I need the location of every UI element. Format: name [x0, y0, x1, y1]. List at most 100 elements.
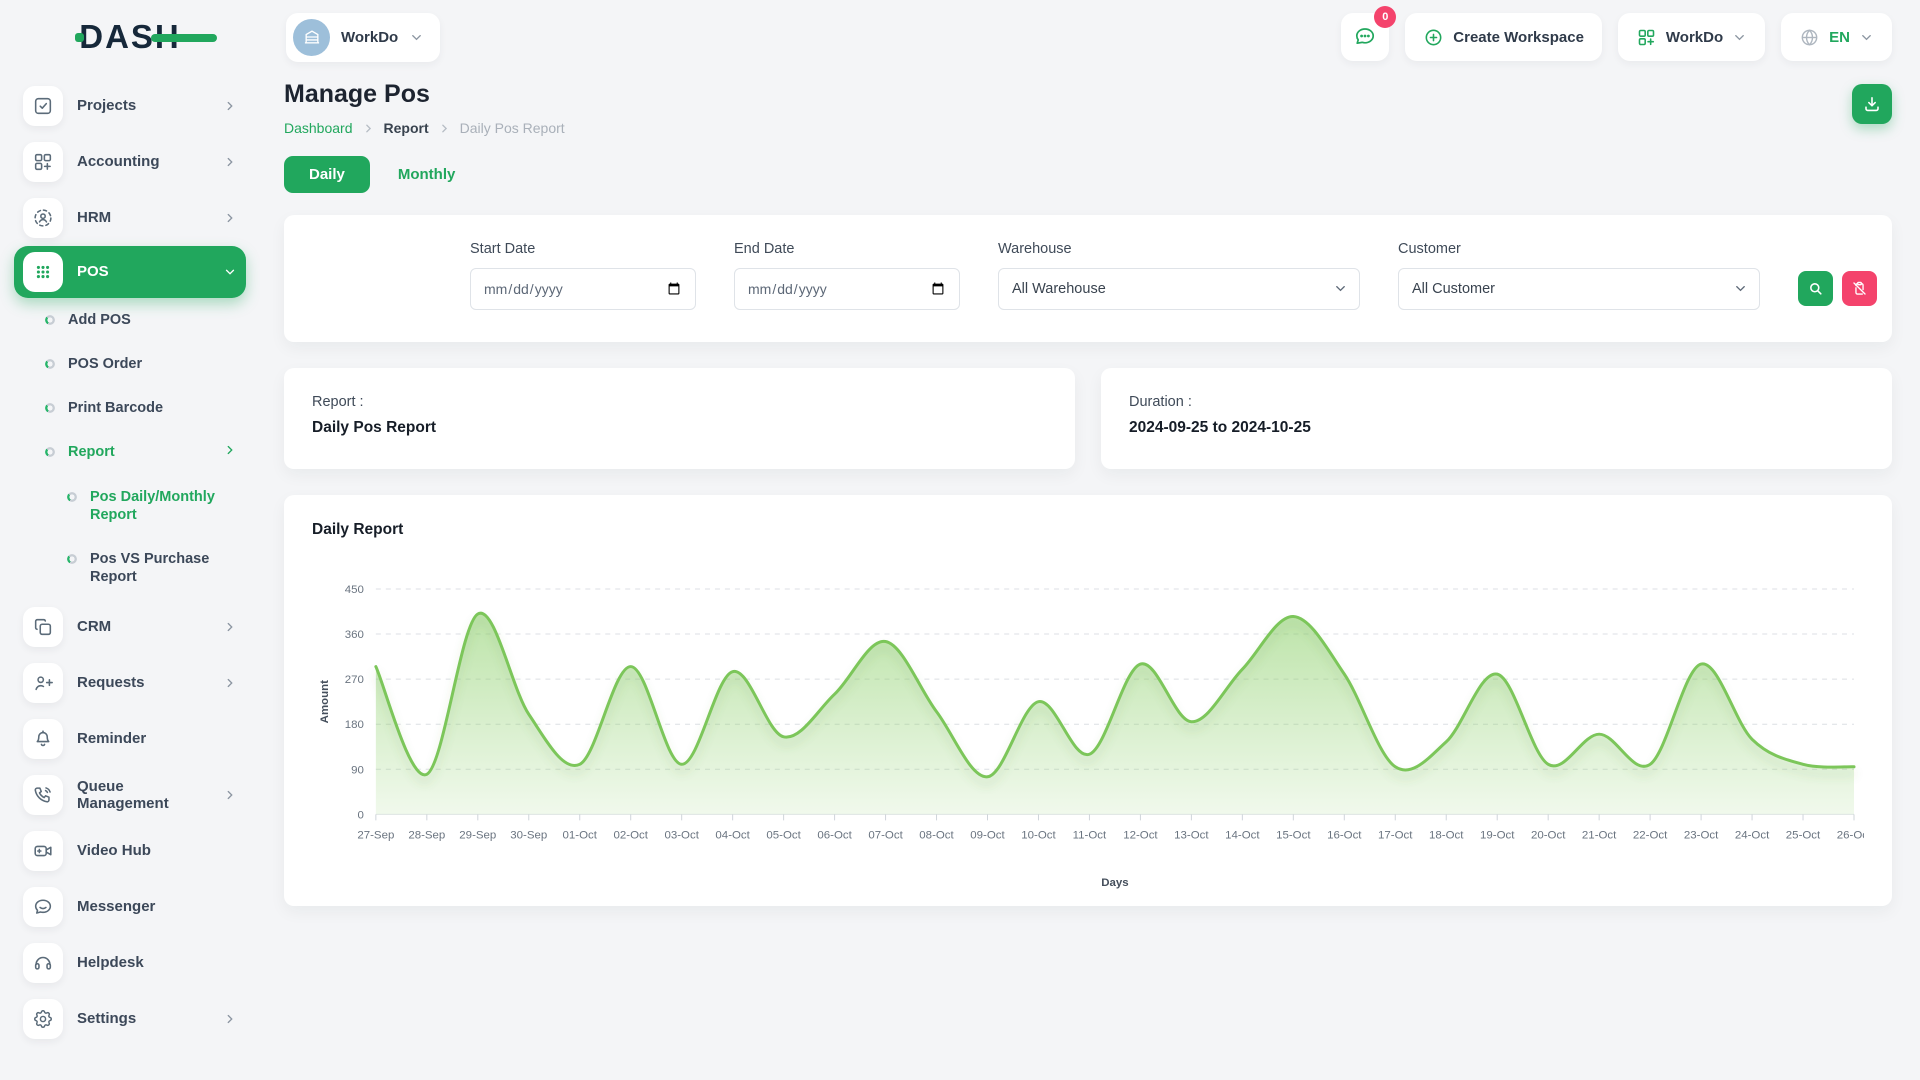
report-summary-card: Report : Daily Pos Report	[284, 368, 1075, 469]
svg-text:21-Oct: 21-Oct	[1582, 829, 1617, 841]
sidebar-item-report[interactable]: Report	[36, 430, 246, 474]
sidebar-item-label: Settings	[77, 1010, 137, 1028]
svg-text:16-Oct: 16-Oct	[1327, 829, 1362, 841]
create-workspace-button[interactable]: Create Workspace	[1405, 13, 1602, 61]
sidebar-item-label: Accounting	[77, 153, 160, 171]
sidebar-item-hrm[interactable]: HRM	[14, 190, 246, 246]
svg-text:28-Sep: 28-Sep	[408, 829, 445, 841]
sidebar-item-queue-management[interactable]: Queue Management	[14, 767, 246, 823]
chevron-down-icon	[1862, 34, 1871, 40]
sidebar-item-settings[interactable]: Settings	[14, 991, 246, 1047]
chevron-right-icon	[227, 622, 233, 632]
svg-text:06-Oct: 06-Oct	[817, 829, 852, 841]
sidebar-item-pos[interactable]: POS	[14, 246, 246, 298]
svg-text:450: 450	[345, 584, 364, 596]
duration-label: Duration :	[1129, 394, 1192, 410]
sidebar-item-print-barcode[interactable]: Print Barcode	[36, 386, 246, 430]
sidebar-item-label: Reminder	[77, 730, 147, 748]
end-date-input[interactable]	[734, 268, 960, 310]
sidebar-item-label: Requests	[77, 674, 145, 692]
page-header: Manage Pos Dashboard Report Daily Pos Re…	[284, 80, 1892, 136]
sidebar-item-label: CRM	[77, 618, 112, 636]
logo-container: DASH	[0, 18, 260, 56]
header-actions: 0 Create Workspace WorkDo EN	[1341, 6, 1892, 61]
sidebar-item-accounting[interactable]: Accounting	[14, 134, 246, 190]
sidebar-subitem-label: POS Order	[68, 356, 143, 373]
language-dropdown[interactable]: EN	[1781, 13, 1892, 61]
warehouse-field: Warehouse All Warehouse	[998, 241, 1360, 310]
svg-text:25-Oct: 25-Oct	[1786, 829, 1821, 841]
daily-report-card: Daily Report 0 90 180 270 360 450 27-Sep 28-Sep…	[284, 495, 1892, 907]
chart-container: 0 90 180 270 360 450 27-Sep 28-Sep 29-Sep 30-Sep 0…	[312, 575, 1864, 892]
breadcrumb-dashboard[interactable]: Dashboard	[284, 120, 353, 136]
sidebar-item-messenger[interactable]: Messenger	[14, 879, 246, 935]
start-date-input[interactable]	[470, 268, 696, 310]
chevron-right-icon	[227, 790, 233, 800]
breadcrumb-current: Daily Pos Report	[459, 120, 565, 136]
chevron-right-icon	[365, 124, 371, 132]
sidebar-item-label: POS	[77, 263, 109, 281]
app-logo[interactable]: DASH	[75, 18, 217, 56]
sidebar-item-projects[interactable]: Projects	[14, 78, 246, 134]
bullet-icon	[67, 553, 77, 564]
svg-text:14-Oct: 14-Oct	[1225, 829, 1260, 841]
sidebar-subitem-label: Pos VS Purchase Report	[90, 550, 210, 585]
messages-icon	[1356, 28, 1375, 45]
svg-text:19-Oct: 19-Oct	[1480, 829, 1515, 841]
sidebar-subitem-label: Add POS	[68, 312, 131, 328]
chevron-down-icon	[412, 34, 422, 40]
apply-filter-button[interactable]	[1798, 271, 1833, 306]
sidebar-item-helpdesk[interactable]: Helpdesk	[14, 935, 246, 991]
building-icon	[304, 30, 319, 44]
bullet-icon	[67, 491, 77, 502]
clipboard-off-icon	[1853, 281, 1866, 295]
video-camera-icon	[23, 831, 63, 871]
workspace-dropdown[interactable]: WorkDo	[1617, 13, 1766, 61]
workspace-avatar	[293, 18, 330, 56]
chevron-down-icon	[225, 269, 235, 275]
warehouse-select[interactable]: All Warehouse	[998, 268, 1360, 310]
page-title: Manage Pos	[284, 80, 430, 108]
phone-icon	[23, 775, 63, 815]
chart-title: Daily Report	[312, 521, 404, 538]
reset-filter-button[interactable]	[1842, 271, 1877, 306]
sidebar-item-video-hub[interactable]: Video Hub	[14, 823, 246, 879]
tab-daily[interactable]: Daily	[284, 156, 370, 193]
svg-text:20-Oct: 20-Oct	[1531, 829, 1566, 841]
main-content: Manage Pos Dashboard Report Daily Pos Re…	[260, 74, 1920, 926]
workspace-selector[interactable]: WorkDo	[286, 12, 441, 62]
tab-monthly[interactable]: Monthly	[397, 166, 456, 183]
sidebar-item-label: Messenger	[77, 898, 156, 916]
start-date-field: Start Date	[470, 241, 696, 310]
svg-text:23-Oct: 23-Oct	[1684, 829, 1719, 841]
duration-summary-card: Duration : 2024-09-25 to 2024-10-25	[1101, 368, 1892, 469]
messages-button[interactable]: 0	[1341, 6, 1397, 61]
customer-select[interactable]: All Customer	[1398, 268, 1760, 310]
sidebar-item-label: Queue Management	[77, 777, 169, 812]
sidebar-item-pos-daily-monthly-report[interactable]: Pos Daily/Monthly Report	[58, 475, 246, 537]
daily-report-chart: 0 90 180 270 360 450 27-Sep 28-Sep 29-Sep 30-Sep 0…	[319, 584, 1864, 889]
sidebar: Projects Accounting HRM POS Add POS POS …	[0, 74, 260, 1080]
apps-grid-icon	[1638, 29, 1655, 45]
sidebar-item-requests[interactable]: Requests	[14, 655, 246, 711]
filter-card: Start Date End Date Warehouse All Wareho…	[284, 215, 1892, 342]
svg-text:0: 0	[358, 809, 364, 821]
logo-dot	[75, 33, 85, 42]
sidebar-item-pos-vs-purchase-report[interactable]: Pos VS Purchase Report	[58, 537, 246, 599]
sidebar-item-pos-order[interactable]: POS Order	[36, 342, 246, 386]
sidebar-item-crm[interactable]: CRM	[14, 599, 246, 655]
breadcrumb-report[interactable]: Report	[383, 120, 429, 136]
headset-icon	[23, 943, 63, 983]
svg-text:Days: Days	[1101, 877, 1128, 889]
sidebar-item-label: HRM	[77, 209, 112, 227]
duration-value: 2024-09-25 to 2024-10-25	[1129, 419, 1311, 436]
summary-row: Report : Daily Pos Report Duration : 202…	[284, 368, 1892, 469]
plus-circle-icon	[1425, 29, 1442, 45]
sidebar-item-add-pos[interactable]: Add POS	[36, 298, 246, 342]
svg-text:22-Oct: 22-Oct	[1633, 829, 1668, 841]
sidebar-item-reminder[interactable]: Reminder	[14, 711, 246, 767]
accounting-icon	[23, 142, 63, 182]
svg-text:12-Oct: 12-Oct	[1123, 829, 1158, 841]
download-report-button[interactable]	[1852, 84, 1892, 124]
svg-text:04-Oct: 04-Oct	[715, 829, 750, 841]
